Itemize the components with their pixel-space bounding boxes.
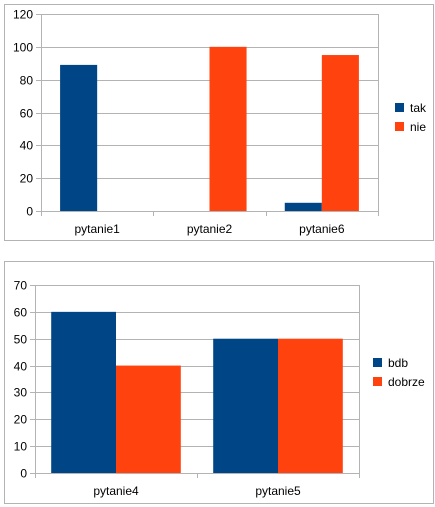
bar-chart-2: 0 10 20 30 40 50 60 70 pytanie4 pytanie5 bdb dobrze	[14, 279, 425, 499]
bar-tak-pytanie6	[284, 202, 322, 211]
bar-bdb-pytanie5	[213, 338, 278, 473]
y-tick-label: 40	[20, 139, 34, 153]
y-tick-label: 0	[20, 467, 27, 481]
x-tick-label: pytanie6	[299, 222, 345, 236]
legend-label: tak	[410, 101, 427, 115]
bar-chart-1: 0 20 40 60 80 100 120 pytanie1 pytanie2 pytanie6 t…	[13, 8, 427, 237]
legend-label: bdb	[388, 356, 408, 370]
plot-area	[41, 14, 379, 212]
bar-bdb-pytanie4	[51, 311, 117, 473]
x-tick-label: pytanie2	[187, 222, 233, 236]
x-tick-label: pytanie5	[255, 484, 301, 498]
y-tick-label: 30	[14, 386, 28, 400]
chart-panel-2: 0 10 20 30 40 50 60 70 pytanie4 pytanie5 bdb dobrze	[4, 261, 434, 504]
legend-swatch	[395, 122, 404, 131]
bar-nie-pytanie6	[321, 55, 359, 211]
y-tick-label: 40	[14, 360, 28, 374]
y-tick-label: 50	[14, 333, 28, 347]
bar-dobrze-pytanie4	[116, 365, 181, 473]
y-tick-label: 100	[13, 41, 33, 55]
bar-dobrze-pytanie5	[278, 338, 343, 473]
legend-swatch	[395, 103, 404, 112]
x-tick-label: pytanie1	[74, 222, 120, 236]
legend-swatch	[373, 377, 382, 386]
legend-label: nie	[410, 120, 426, 134]
legend-swatch	[373, 358, 382, 367]
y-tick-label: 0	[26, 205, 33, 219]
y-tick-label: 60	[20, 107, 34, 121]
y-tick-label: 20	[14, 413, 28, 427]
y-tick-label: 70	[14, 279, 28, 293]
chart-panel-1: 0 20 40 60 80 100 120 pytanie1 pytanie2 pytanie6 t…	[4, 4, 434, 241]
y-tick-label: 60	[14, 306, 28, 320]
bar-tak-pytanie1	[60, 64, 98, 211]
y-tick-label: 80	[20, 74, 34, 88]
legend-label: dobrze	[388, 375, 425, 389]
y-tick-label: 120	[13, 8, 33, 22]
y-tick-label: 20	[20, 172, 34, 186]
x-tick-label: pytanie4	[93, 484, 139, 498]
y-tick-label: 10	[14, 440, 28, 454]
bar-nie-pytanie2	[209, 46, 247, 212]
